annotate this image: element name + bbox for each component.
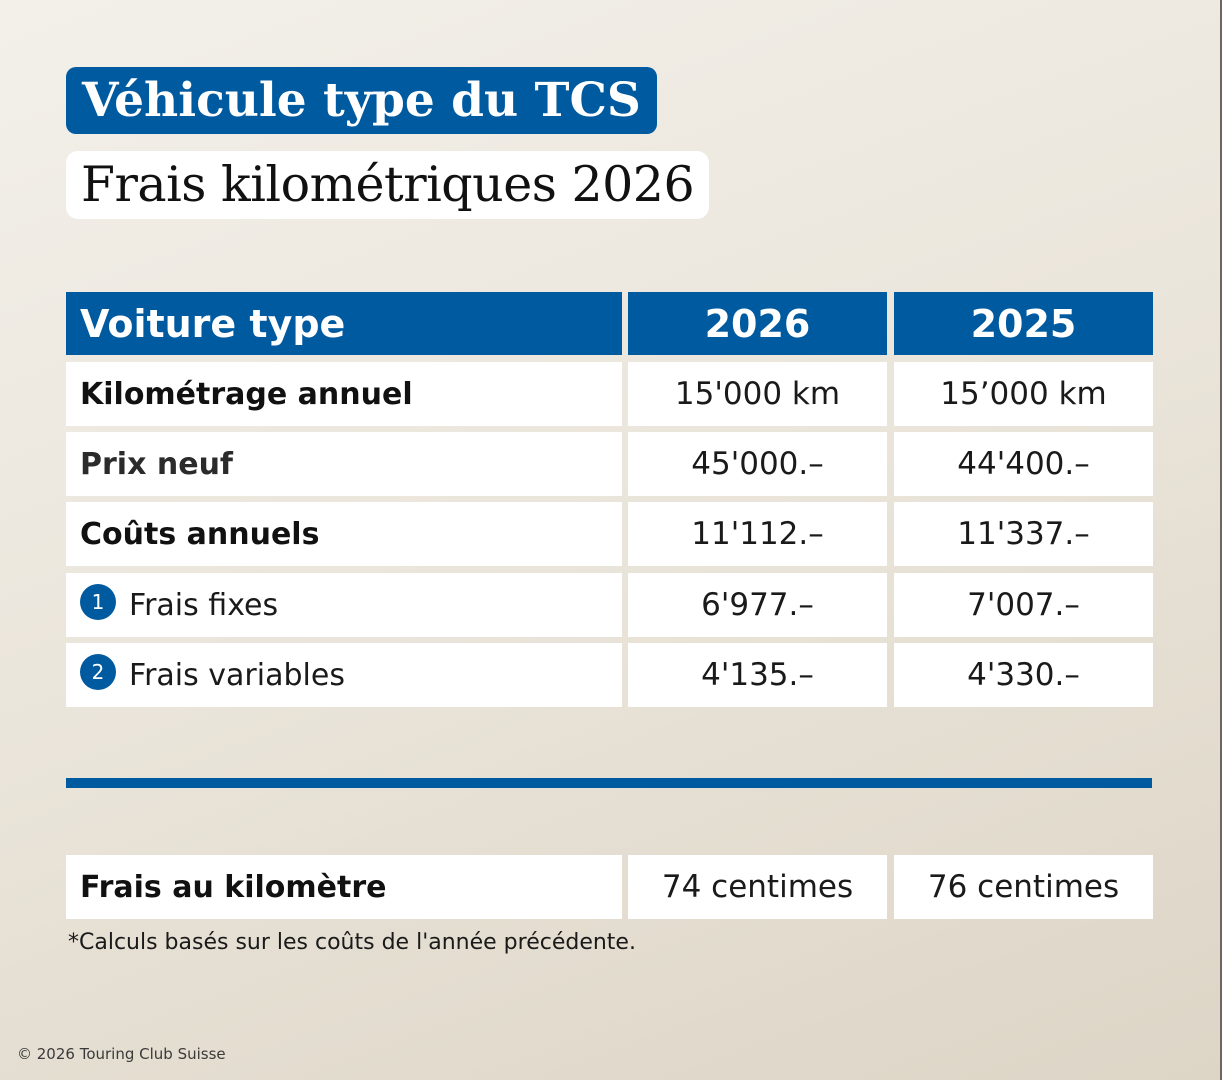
- value-2025: 44'400.–: [957, 446, 1090, 482]
- row-label-cell: Kilométrage annuel: [66, 362, 622, 426]
- value-2025-cell: 4'330.–: [894, 643, 1153, 707]
- column-header-label: Voiture type: [66, 292, 622, 355]
- section-divider: [66, 778, 1152, 788]
- value-2026-cell: 15'000 km: [628, 362, 887, 426]
- row-label: Frais variables: [129, 657, 345, 693]
- value-2025-cell: 15’000 km: [894, 362, 1153, 426]
- value-2026-cell: 45'000.–: [628, 432, 887, 496]
- value-2025: 7'007.–: [967, 587, 1080, 623]
- row-label-cell: 2 Frais variables: [66, 643, 622, 707]
- value-2025: 4'330.–: [967, 657, 1080, 693]
- value-2026: 4'135.–: [701, 657, 814, 693]
- value-2026-cell: 4'135.–: [628, 643, 887, 707]
- row-label: Kilométrage annuel: [80, 376, 413, 412]
- number-badge-icon: 1: [80, 584, 116, 620]
- summary-label: Frais au kilomètre: [80, 869, 387, 905]
- row-label: Coûts annuels: [80, 516, 320, 552]
- row-label-cell: Prix neuf: [66, 432, 622, 496]
- value-2025: 15’000 km: [940, 376, 1107, 412]
- value-2026: 11'112.–: [691, 516, 824, 552]
- value-2025: 11'337.–: [957, 516, 1090, 552]
- value-2025-cell: 7'007.–: [894, 573, 1153, 637]
- value-2026: 45'000.–: [691, 446, 824, 482]
- summary-value-2025: 76 centimes: [927, 869, 1120, 905]
- summary-label-cell: Frais au kilomètre: [66, 855, 622, 919]
- value-2026: 15'000 km: [674, 376, 841, 412]
- value-2025-cell: 11'337.–: [894, 502, 1153, 566]
- row-label-cell: Coûts annuels: [66, 502, 622, 566]
- summary-2026-cell: 74 centimes: [628, 855, 887, 919]
- value-2025-cell: 44'400.–: [894, 432, 1153, 496]
- column-header-2026: 2026: [628, 292, 887, 355]
- page-subtitle: Frais kilométriques 2026: [66, 151, 710, 219]
- value-2026: 6'977.–: [701, 587, 814, 623]
- value-2026-cell: 6'977.–: [628, 573, 887, 637]
- row-label: Frais fixes: [129, 587, 279, 623]
- footnote: *Calculs basés sur les coûts de l'année …: [68, 930, 636, 955]
- summary-value-2026: 74 centimes: [661, 869, 854, 905]
- summary-2025-cell: 76 centimes: [894, 855, 1153, 919]
- value-2026-cell: 11'112.–: [628, 502, 887, 566]
- number-badge-icon: 2: [80, 654, 116, 690]
- copyright: © 2026 Touring Club Suisse: [17, 1045, 226, 1063]
- row-label-cell: 1 Frais fixes: [66, 573, 622, 637]
- column-header-2025: 2025: [894, 292, 1153, 355]
- page-title: Véhicule type du TCS: [66, 67, 657, 134]
- row-label: Prix neuf: [80, 446, 233, 482]
- right-edge-strip: [1220, 0, 1222, 1080]
